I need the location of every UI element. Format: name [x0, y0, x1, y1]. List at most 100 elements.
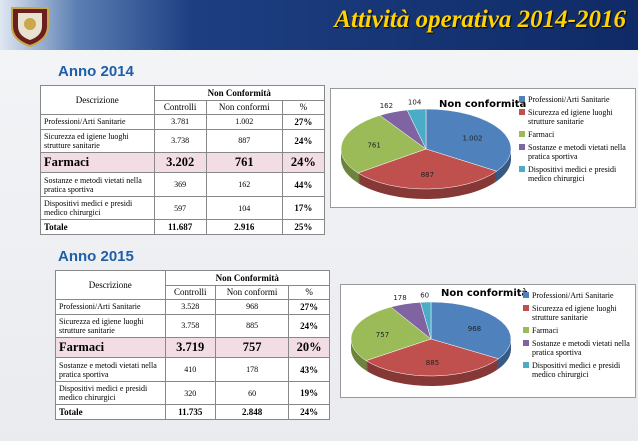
- table-cell: 162: [205, 172, 283, 197]
- banner: Attività operativa 2014-2016: [0, 0, 638, 50]
- header-row: Descrizione Non Conformità: [40, 84, 326, 116]
- header-cell: %: [281, 99, 326, 116]
- legend: Professioni/Arti Sanitarie Sicurezza ed i…: [523, 291, 631, 383]
- legend-swatch: [519, 96, 525, 102]
- legend-swatch: [523, 327, 529, 333]
- table-cell: Sicurezza ed igiene luoghi strutture san…: [55, 313, 166, 339]
- data-label: 885: [426, 359, 439, 367]
- chart-title: Non conformità: [441, 288, 529, 299]
- legend-swatch: [519, 166, 525, 172]
- data-table: Descrizione Non Conformità Controlli Non co…: [55, 269, 331, 420]
- legend-item: Sostanze e metodi vietati nella pratica …: [519, 143, 631, 161]
- table-row: Sicurezza ed igiene luoghi strutture san…: [55, 313, 330, 339]
- pie-slice: [340, 115, 427, 174]
- table-cell: 20%: [288, 337, 330, 359]
- header-row: Controlli Non conformi%: [41, 99, 326, 116]
- data-label: 968: [468, 325, 481, 333]
- table-row: Totale 11.735 2.848 24%: [55, 404, 330, 420]
- table-cell: 24%: [288, 313, 330, 339]
- table-cell: Dispositivi medici e presidi medico chir…: [40, 195, 155, 221]
- table-cell: 17%: [281, 195, 326, 221]
- table-cell: Sostanze e metodi vietati nella pratica …: [40, 172, 155, 197]
- table-cell: Farmaci: [55, 337, 166, 359]
- table-row: Professioni/Arti Sanitarie 3.781 1.002 27%: [40, 114, 326, 130]
- legend-item: Professioni/Arti Sanitarie: [523, 291, 631, 300]
- table-cell: Professioni/Arti Sanitarie: [55, 299, 166, 315]
- table-cell: 3.781: [153, 114, 207, 130]
- legend-item: Sicurezza ed igiene luoghi strutture san…: [519, 108, 631, 126]
- table-cell: 27%: [281, 114, 326, 130]
- pie-slice: [357, 148, 498, 190]
- table-cell: 3.202: [153, 152, 207, 174]
- table-cell: Professioni/Arti Sanitarie: [40, 114, 155, 130]
- header-cell: Descrizione: [40, 84, 155, 116]
- legend-swatch: [523, 305, 529, 311]
- header-row: Descrizione Non Conformità: [55, 269, 331, 301]
- section-heading: Anno 2015: [58, 248, 134, 265]
- table-row: Dispositivi medici e presidi medico chir…: [40, 195, 326, 221]
- table-cell: Sostanze e metodi vietati nella pratica …: [55, 357, 166, 382]
- table-cell: Totale: [40, 219, 155, 235]
- legend-swatch: [523, 362, 529, 368]
- legend-swatch: [519, 144, 525, 150]
- legend-item: Sostanze e metodi vietati nella pratica …: [523, 339, 631, 357]
- data-table: Descrizione Non Conformità Controlli Non co…: [40, 84, 326, 235]
- table-cell: 11.735: [164, 404, 216, 420]
- table-cell: 761: [205, 152, 283, 174]
- logo: [11, 7, 49, 48]
- table-row: Professioni/Arti Sanitarie 3.528 968 27%: [55, 299, 330, 315]
- header-cell: Controlli: [153, 99, 207, 116]
- pie-chart: 1.002 887 761 162 104: [340, 98, 512, 199]
- legend-item: Farmaci: [519, 130, 631, 139]
- pie-chart: 968 885 757 178 60: [350, 292, 512, 386]
- legend: Professioni/Arti Sanitarie Sicurezza ed i…: [519, 95, 631, 187]
- table-cell: Farmaci: [40, 152, 155, 174]
- header-cell: Controlli: [164, 284, 216, 301]
- table-cell: 44%: [281, 172, 326, 197]
- legend-swatch: [519, 131, 525, 137]
- table-cell: 410: [164, 357, 216, 382]
- table-cell: Dispositivi medici e presidi medico chir…: [55, 380, 166, 406]
- legend-label: Dispositivi medici e presidi medico chir…: [532, 361, 621, 379]
- legend-item: Sicurezza ed igiene luoghi strutture san…: [523, 304, 631, 322]
- legend-label: Professioni/Arti Sanitarie: [532, 291, 614, 300]
- table-row: Sostanze e metodi vietati nella pratica …: [55, 357, 330, 382]
- table-cell: 2.916: [205, 219, 283, 235]
- legend-item: Farmaci: [523, 326, 631, 335]
- table-cell: 757: [214, 337, 290, 359]
- table-cell: 968: [214, 299, 290, 315]
- header-cell: Non Conformità: [153, 85, 326, 101]
- legend-label: Farmaci: [532, 326, 559, 335]
- data-label: 887: [421, 171, 434, 179]
- table-cell: 320: [164, 380, 216, 406]
- legend-label: Sostanze e metodi vietati nella pratica …: [532, 339, 630, 357]
- table-cell: 885: [214, 313, 290, 339]
- legend-label: Professioni/Arti Sanitarie: [528, 95, 610, 104]
- table-row: Farmaci 3.719 757 20%: [55, 337, 330, 359]
- table-cell: 27%: [288, 299, 330, 315]
- legend-item: Professioni/Arti Sanitarie: [519, 95, 631, 104]
- pie-slice: [406, 108, 427, 150]
- legend-swatch: [523, 292, 529, 298]
- table-cell: 104: [205, 195, 283, 221]
- data-label: 104: [408, 98, 422, 106]
- data-label: 761: [367, 142, 380, 150]
- header-cell: Non Conformità: [164, 270, 331, 286]
- table-cell: 43%: [288, 357, 330, 382]
- data-label: 1.002: [462, 134, 482, 142]
- table-cell: 11.687: [153, 219, 207, 235]
- header-cell: Non conformi: [205, 99, 283, 116]
- table-cell: 369: [153, 172, 207, 197]
- table-cell: 3.719: [164, 337, 216, 359]
- table-cell: 178: [214, 357, 290, 382]
- header-cell: Non conformi: [214, 284, 290, 301]
- table-row: Dispositivi medici e presidi medico chir…: [55, 380, 330, 406]
- legend-label: Farmaci: [528, 130, 555, 139]
- header-cell: Descrizione: [55, 269, 166, 301]
- data-label: 178: [393, 294, 406, 302]
- table-cell: 597: [153, 195, 207, 221]
- table-row: Sostanze e metodi vietati nella pratica …: [40, 172, 326, 197]
- chart-box: 968 885 757 178 60 Non conformità Professioni/…: [340, 284, 636, 398]
- pie-slice: [420, 301, 432, 340]
